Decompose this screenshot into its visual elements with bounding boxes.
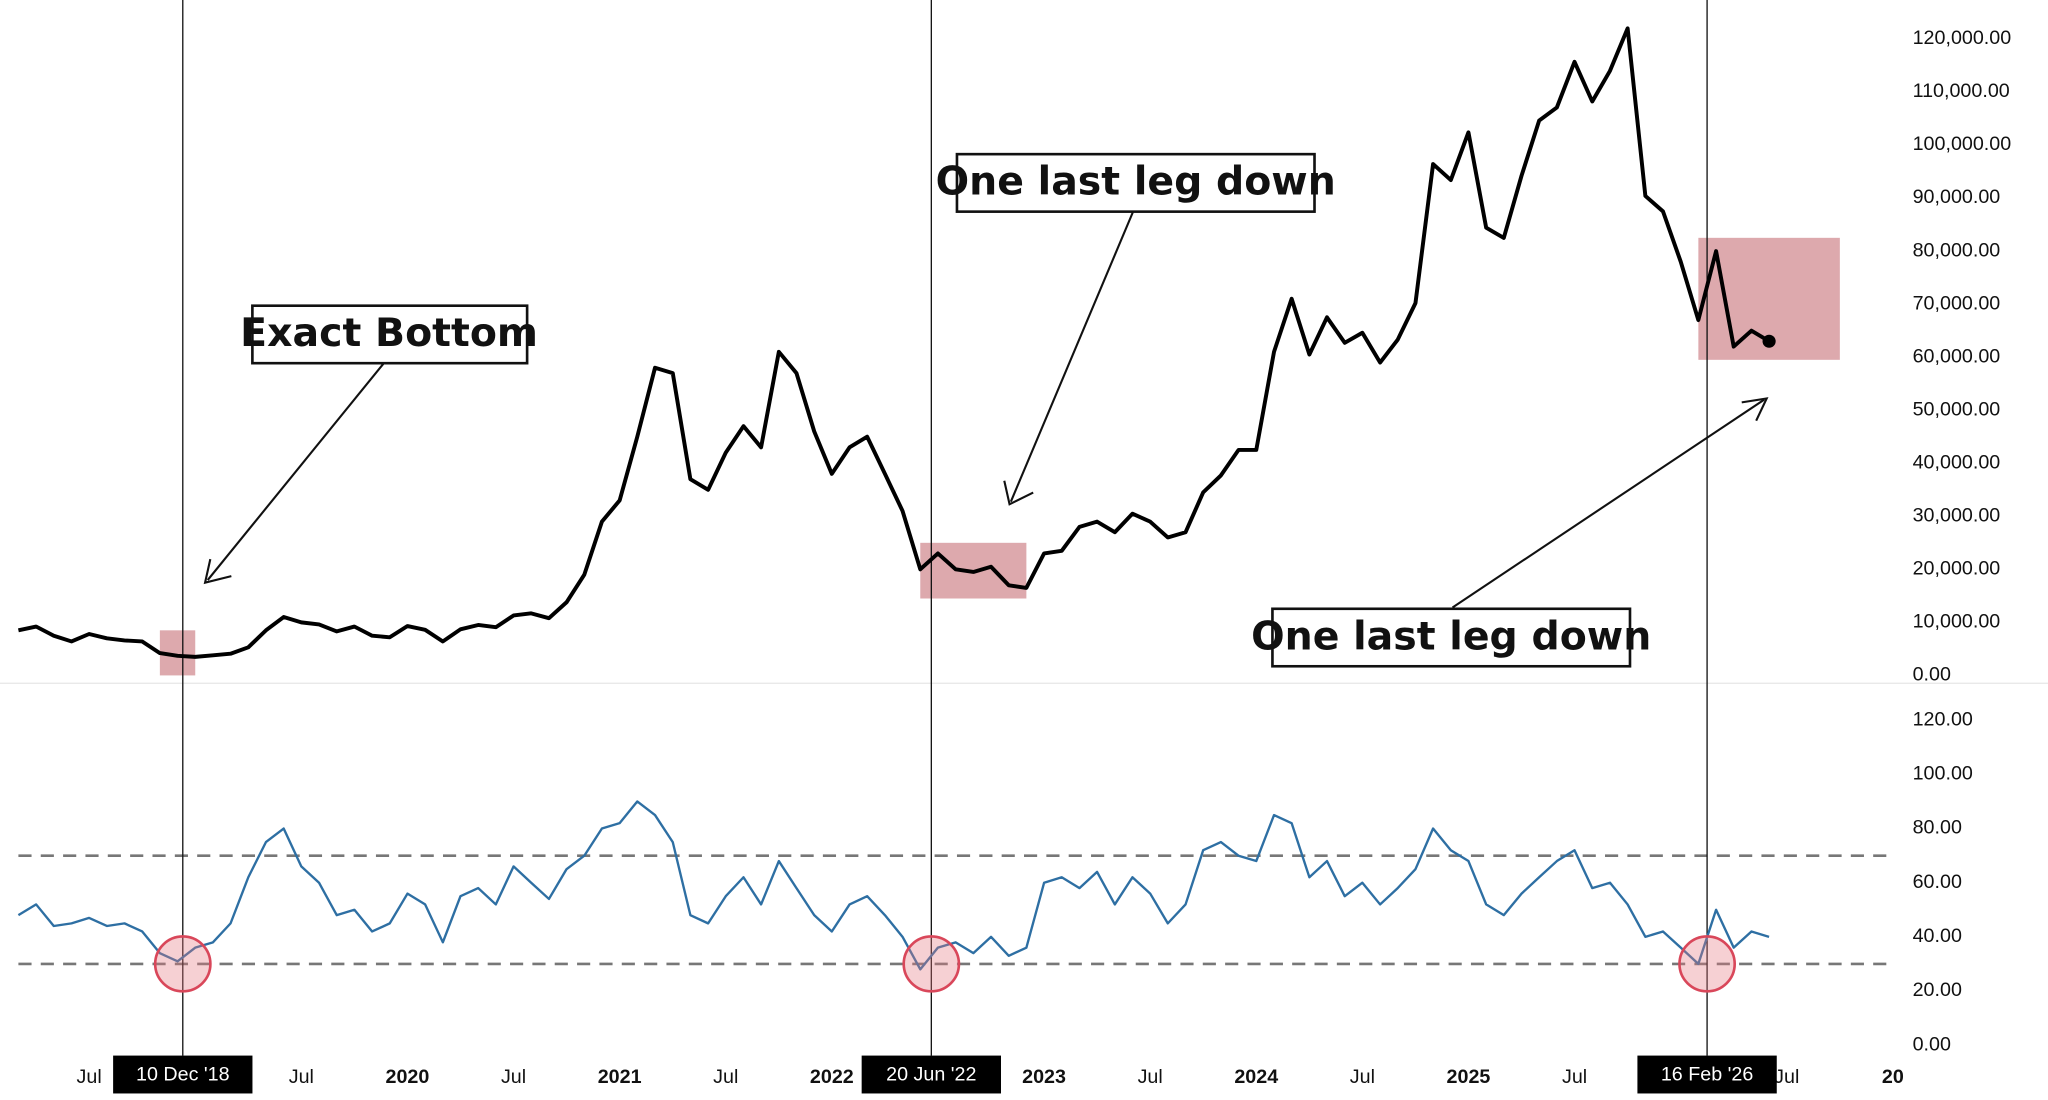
y-tick-label: 10,000.00: [1913, 611, 2001, 633]
line-layer: [17, 26, 1776, 971]
x-tick-label: 2020: [386, 1066, 430, 1088]
x-tick-label: Jul: [501, 1066, 526, 1088]
annotation-box: [251, 304, 529, 365]
highlight-circle: [153, 935, 212, 993]
annotation-text: One last leg down: [936, 160, 1336, 205]
y-tick-label: 80,000.00: [1913, 239, 2001, 261]
y-tick-label: 110,000.00: [1913, 80, 2010, 102]
x-tick-label: Jul: [1562, 1066, 1587, 1088]
annotation-box: [1271, 607, 1632, 668]
x-tick-label: 2021: [598, 1066, 642, 1088]
y-tick-label: 60.00: [1913, 871, 1962, 893]
date-label: 20 Jun '22: [886, 1063, 976, 1085]
annotation-layer: Exact Bottom One last leg down One last …: [77, 27, 2012, 1094]
annotation-text: Exact Bottom: [240, 311, 538, 356]
x-tick-label: 2023: [1022, 1066, 1066, 1088]
y-tick-label: 120,000.00: [1913, 27, 2012, 49]
x-tick-label: 2025: [1447, 1066, 1491, 1088]
x-tick-label: 2022: [810, 1066, 854, 1088]
date-label-box: [1637, 1055, 1777, 1094]
x-tick-label: Jul: [1138, 1066, 1163, 1088]
arrow-head: [1741, 397, 1769, 422]
highlight-circle: [1678, 935, 1737, 993]
y-tick-label: 0.00: [1913, 1033, 1951, 1055]
y-tick-label: 120.00: [1913, 709, 1973, 731]
data-line: [17, 800, 1770, 971]
x-tick-label: 20: [1882, 1066, 1904, 1088]
y-tick-label: 90,000.00: [1913, 186, 2001, 208]
y-tick-label: 30,000.00: [1913, 505, 2001, 527]
last-point: [1762, 334, 1776, 348]
date-label: 16 Feb '26: [1661, 1063, 1754, 1085]
annotation-text: One last leg down: [1251, 614, 1651, 659]
y-tick-label: 70,000.00: [1913, 292, 2001, 314]
arrow-head: [1003, 480, 1034, 506]
y-tick-label: 100.00: [1913, 763, 1973, 785]
x-tick-label: Jul: [77, 1066, 102, 1088]
y-tick-label: 80.00: [1913, 817, 1962, 839]
y-tick-label: 40,000.00: [1913, 451, 2001, 473]
arrow: [1009, 211, 1135, 503]
data-line: [17, 26, 1771, 659]
annotation-box: [955, 152, 1316, 213]
x-tick-label: Jul: [1350, 1066, 1375, 1088]
x-tick-label: Jul: [289, 1066, 314, 1088]
date-label: 10 Dec '18: [136, 1063, 230, 1085]
arrow: [1451, 398, 1765, 609]
y-tick-label: 0.00: [1913, 664, 1951, 686]
x-tick-label: Jul: [713, 1066, 738, 1088]
y-tick-label: 40.00: [1913, 925, 1962, 947]
y-tick-label: 50,000.00: [1913, 398, 2001, 420]
date-label-box: [113, 1055, 253, 1094]
y-tick-label: 60,000.00: [1913, 345, 2001, 367]
highlight-circle: [902, 935, 961, 993]
y-tick-label: 20.00: [1913, 979, 1962, 1001]
y-tick-label: 20,000.00: [1913, 558, 2001, 580]
date-label-box: [861, 1055, 1001, 1094]
arrow-head: [203, 558, 232, 585]
arrow: [206, 362, 385, 581]
x-tick-label: 2024: [1234, 1066, 1278, 1088]
x-tick-label: Jul: [1774, 1066, 1799, 1088]
y-tick-label: 100,000.00: [1913, 133, 2012, 155]
